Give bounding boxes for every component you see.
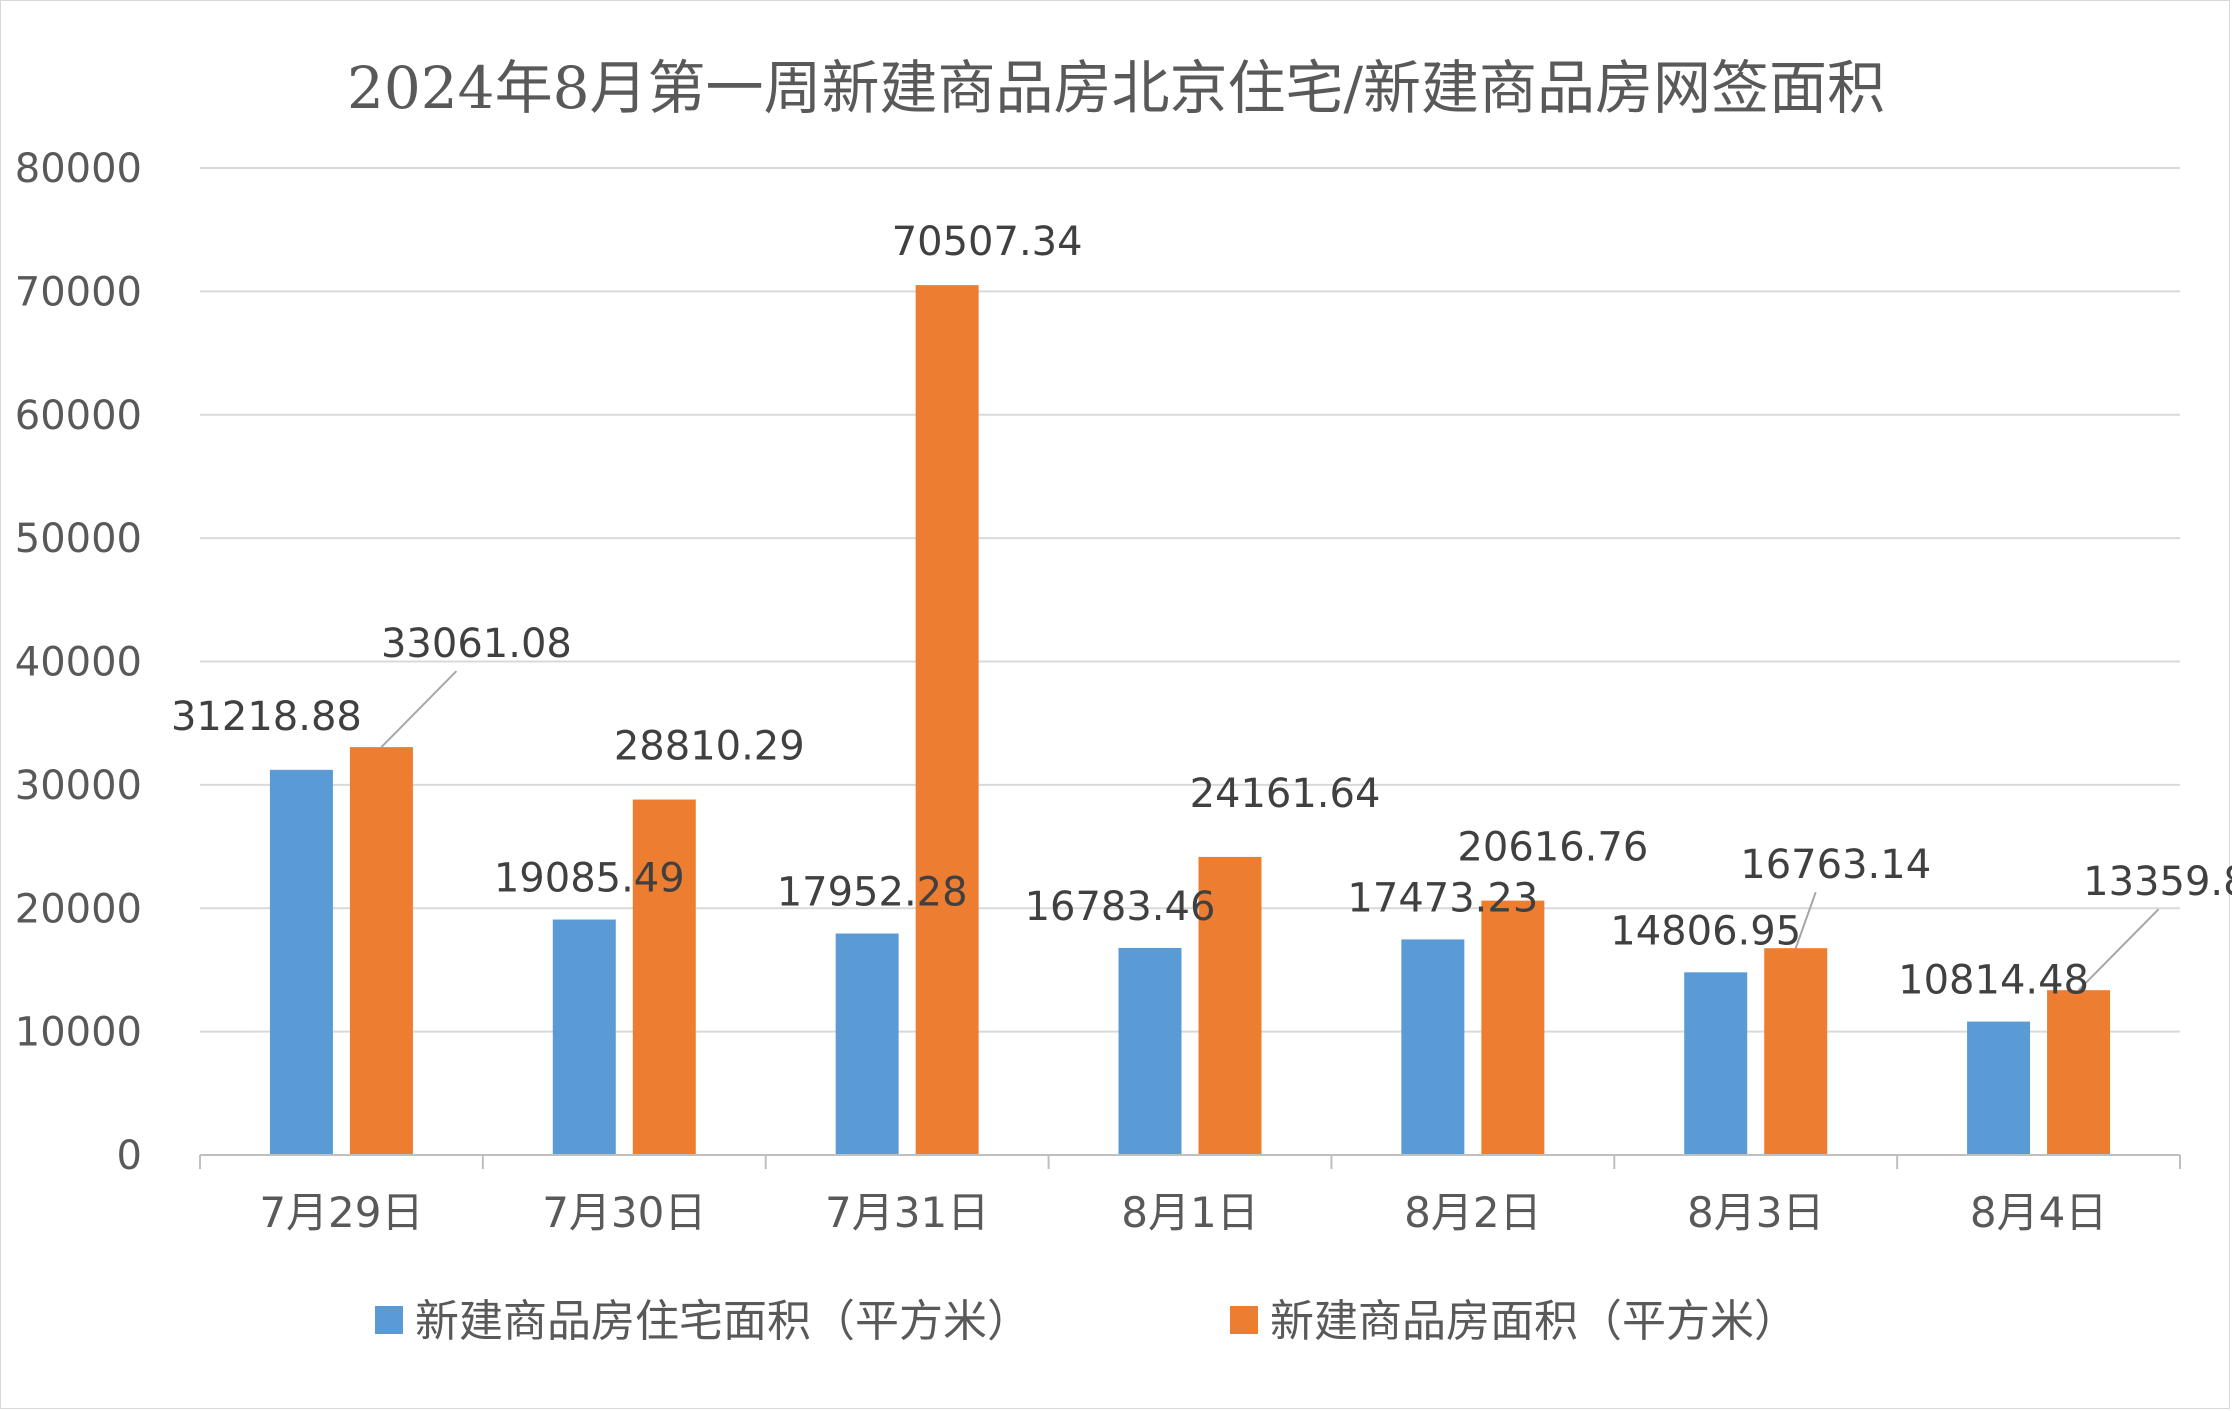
x-category-label: 8月4日: [1970, 1188, 2107, 1237]
x-category-label: 7月30日: [542, 1188, 706, 1237]
data-label: 13359.85: [2083, 859, 2232, 905]
legend: 新建商品房住宅面积（平方米） 新建商品房面积（平方米）: [375, 1296, 1798, 1347]
chart-title: 2024年8月第一周新建商品房北京住宅/新建商品房网签面积: [347, 54, 1885, 122]
x-category-label: 7月31日: [825, 1188, 989, 1237]
bar-residential: [1684, 972, 1748, 1155]
y-tick-label: 50000: [15, 516, 142, 562]
leader-lines: [380, 670, 2160, 991]
gridlines: [200, 167, 2180, 1033]
data-label: 16763.14: [1740, 842, 1931, 888]
bar-residential: [1401, 939, 1465, 1155]
legend-swatch: [375, 1306, 403, 1334]
bar-residential: [552, 919, 616, 1155]
data-label: 16783.46: [1025, 884, 1216, 930]
bar-residential: [1967, 1021, 2031, 1155]
x-axis: [199, 1154, 2181, 1169]
bar-total: [349, 747, 413, 1155]
legend-label: 新建商品房住宅面积（平方米）: [415, 1296, 1031, 1347]
x-category-label: 8月1日: [1121, 1188, 1258, 1237]
bar-total: [1764, 948, 1828, 1155]
data-label: 19085.49: [494, 856, 685, 902]
legend-label: 新建商品房面积（平方米）: [1270, 1296, 1798, 1347]
x-category-label: 8月3日: [1687, 1188, 1824, 1237]
x-category-label: 8月2日: [1404, 1188, 1541, 1237]
data-label: 17473.23: [1347, 875, 1538, 921]
y-tick-label: 60000: [15, 393, 142, 439]
data-label: 28810.29: [614, 724, 805, 770]
bar-total: [915, 285, 979, 1155]
y-tick-label: 0: [117, 1133, 142, 1179]
y-tick-label: 10000: [15, 1010, 142, 1056]
data-label: 14806.95: [1610, 908, 1801, 954]
x-category-label: 7月29日: [259, 1188, 423, 1237]
data-label: 70507.34: [892, 219, 1083, 265]
y-tick-label: 70000: [15, 269, 142, 315]
bar-residential: [269, 769, 333, 1155]
data-label: 31218.88: [171, 694, 362, 740]
leader-line: [2077, 908, 2160, 991]
y-tick-label: 80000: [15, 146, 142, 192]
bars: [269, 285, 2111, 1155]
bar-total: [632, 799, 696, 1155]
bar-total: [1481, 900, 1545, 1155]
y-tick-label: 30000: [15, 763, 142, 809]
data-label: 33061.08: [381, 621, 572, 667]
bar-residential: [1118, 947, 1182, 1155]
bar-total: [1198, 856, 1262, 1155]
leader-line: [1794, 891, 1817, 949]
data-labels: 31218.88 33061.08 19085.49 28810.29 17952.28…: [171, 219, 2232, 1003]
bar-residential: [835, 933, 899, 1155]
leader-line: [380, 670, 458, 748]
data-label: 20616.76: [1457, 825, 1648, 871]
data-label: 10814.48: [1898, 958, 2089, 1004]
data-label: 17952.28: [777, 870, 968, 916]
y-tick-label: 40000: [15, 640, 142, 686]
x-axis-categories: 7月29日 7月30日 7月31日 8月1日 8月2日 8月3日 8月4日: [259, 1188, 2107, 1237]
data-label: 24161.64: [1190, 771, 1381, 817]
bar-total: [2047, 990, 2111, 1155]
legend-swatch: [1230, 1306, 1258, 1334]
y-axis-ticks: 0 10000 20000 30000 40000 50000 60000 70000 8000…: [15, 146, 142, 1179]
y-tick-label: 20000: [15, 886, 142, 932]
